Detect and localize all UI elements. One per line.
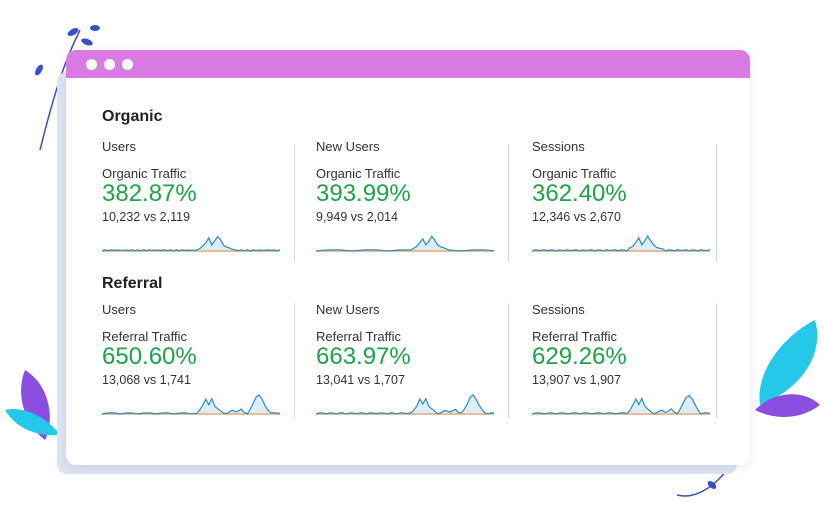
comparison-values: 12,346 vs 2,670	[532, 210, 621, 224]
percent-change: 382.87%	[102, 180, 197, 207]
sparkline-area	[102, 395, 280, 415]
sparkline	[532, 234, 710, 252]
comparison-values: 13,907 vs 1,907	[532, 373, 621, 387]
metric-card: Sessions Referral Traffic 629.26% 13,907…	[532, 302, 712, 415]
metric-name: New Users	[316, 302, 380, 317]
metric-name: Sessions	[532, 302, 585, 317]
sparkline	[102, 235, 280, 252]
column-divider	[508, 303, 509, 418]
title-bar	[66, 50, 750, 78]
comparison-values: 13,041 vs 1,707	[316, 373, 405, 387]
metric-card: New Users Organic Traffic 393.99% 9,949 …	[316, 139, 496, 252]
traffic-label: Organic Traffic	[316, 166, 401, 181]
leaf-decoration-right	[755, 320, 820, 417]
window-dot	[86, 59, 97, 70]
current-period-line	[532, 234, 710, 252]
traffic-label: Referral Traffic	[316, 329, 402, 344]
leaf-decoration-bottom-left	[5, 370, 60, 440]
metric-name: Users	[102, 302, 136, 317]
comparison-values: 9,949 vs 2,014	[316, 210, 399, 224]
current-period-line	[316, 235, 494, 252]
percent-change: 629.26%	[532, 343, 627, 370]
sparkline	[102, 394, 280, 415]
sparkline	[532, 394, 710, 415]
metric-name: New Users	[316, 139, 380, 154]
column-divider	[508, 144, 509, 262]
window-dot	[104, 59, 115, 70]
traffic-label: Referral Traffic	[532, 329, 618, 344]
dashboard-window	[66, 50, 750, 465]
traffic-label: Referral Traffic	[102, 329, 188, 344]
current-period-line	[102, 235, 280, 252]
metric-card: Sessions Organic Traffic 362.40% 12,346 …	[532, 139, 712, 252]
current-period-line	[102, 394, 280, 415]
metric-card: Users Organic Traffic 382.87% 10,232 vs …	[102, 139, 282, 252]
column-divider	[294, 144, 295, 262]
sparkline-area	[532, 395, 710, 415]
traffic-label: Organic Traffic	[102, 166, 187, 181]
percent-change: 393.99%	[316, 180, 411, 207]
metric-card: Users Referral Traffic 650.60% 13,068 vs…	[102, 302, 282, 415]
comparison-values: 13,068 vs 1,741	[102, 373, 191, 387]
column-divider	[294, 303, 295, 418]
sparkline-area	[316, 394, 494, 415]
percent-change: 362.40%	[532, 180, 627, 207]
current-period-line	[316, 394, 494, 415]
metric-name: Users	[102, 139, 136, 154]
current-period-line	[532, 394, 710, 415]
percent-change: 663.97%	[316, 343, 411, 370]
sparkline	[316, 235, 494, 252]
metric-card: New Users Referral Traffic 663.97% 13,04…	[316, 302, 496, 415]
window-dot	[122, 59, 133, 70]
sparkline	[316, 394, 494, 415]
section-title: Referral	[102, 275, 163, 292]
comparison-values: 10,232 vs 2,119	[102, 210, 191, 224]
metric-name: Sessions	[532, 139, 585, 154]
column-divider	[716, 144, 717, 262]
section-title: Organic	[102, 108, 163, 125]
column-divider	[716, 303, 717, 418]
traffic-label: Organic Traffic	[532, 166, 617, 181]
percent-change: 650.60%	[102, 343, 197, 370]
